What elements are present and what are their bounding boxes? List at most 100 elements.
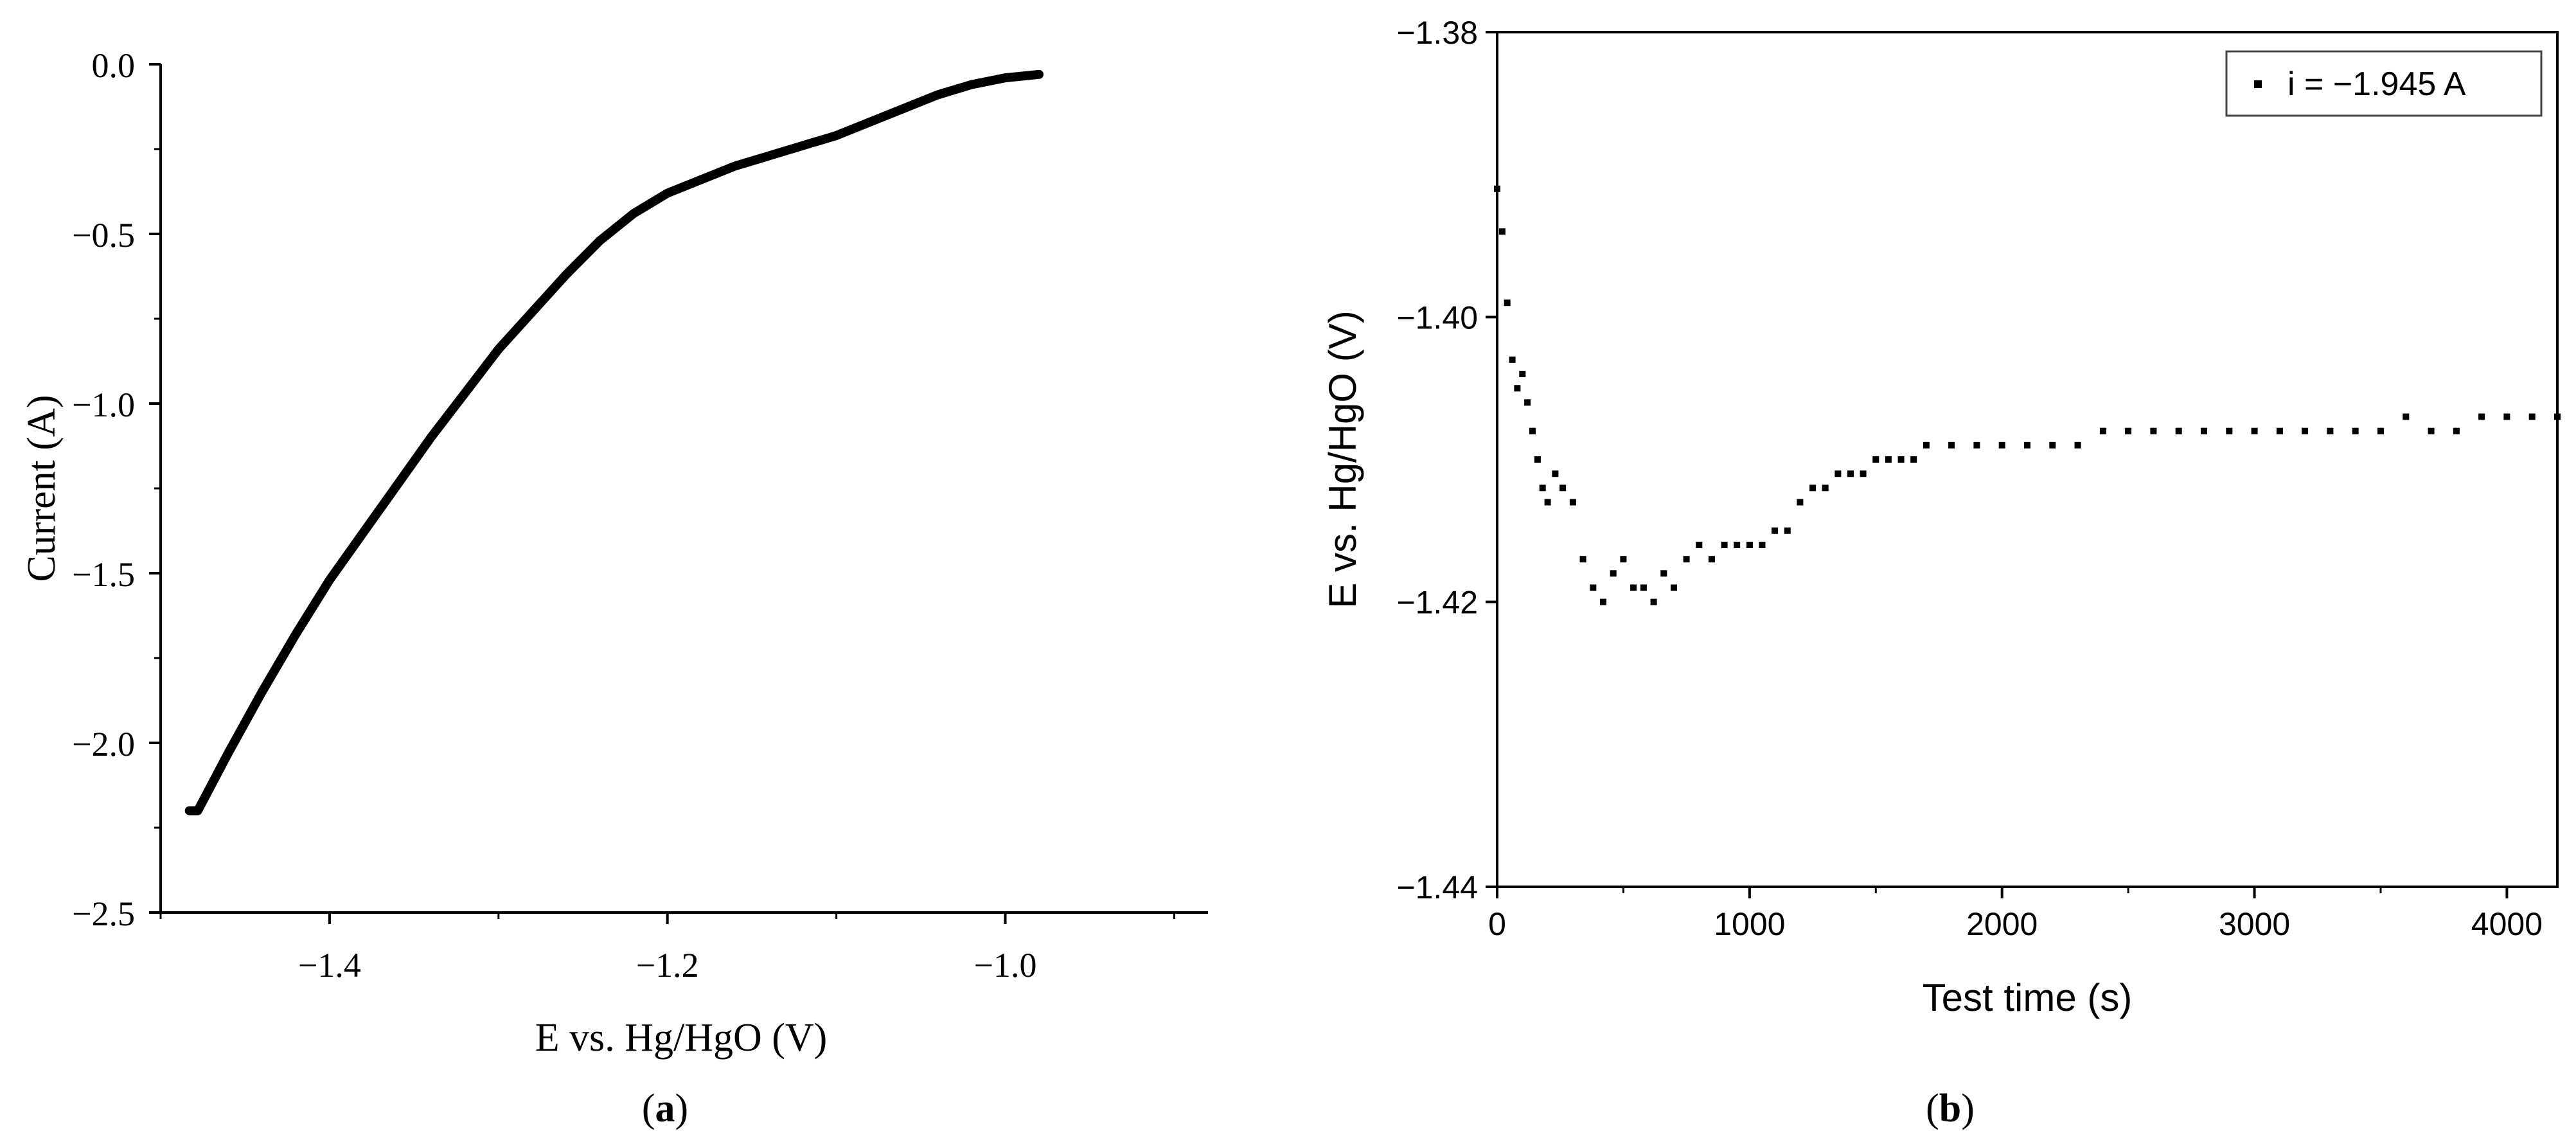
panel-b-legend-entry: i = −1.945 A: [2287, 66, 2466, 103]
panel-b-data-point: [1923, 441, 1930, 449]
panel-b-data-point: [1998, 441, 2005, 449]
panel-b-x-tick-label: 3000: [2219, 906, 2290, 942]
panel-b-data-point: [1822, 485, 1829, 492]
panel-b-data-point: [1683, 556, 1690, 563]
panel-b-data-point: [1973, 441, 1980, 449]
panel-b-data-point: [2302, 427, 2309, 434]
panel-b-data-point: [1524, 399, 1531, 406]
panel-a-y-tick-label: −2.5: [72, 895, 135, 933]
panel-b-data-point: [1529, 427, 1536, 434]
panel-b-data-point: [1784, 527, 1791, 534]
panel-b-data-point: [1734, 542, 1741, 548]
panel-b-data-point: [1579, 556, 1586, 563]
panel-b-legend-box: [2225, 50, 2543, 117]
panel-b-data-point: [2478, 413, 2485, 420]
panel-b-data-point: [2554, 413, 2561, 420]
panel-b-data-point: [1885, 456, 1892, 463]
panel-b-y-axis-label: E vs. Hg/HgO (V): [1321, 310, 1364, 608]
panel-b-data-point: [1910, 456, 1917, 463]
panel-b-data-point: [1539, 485, 1546, 492]
panel-b-data-point: [1660, 570, 1667, 577]
panel-b-data-point: [2327, 427, 2334, 434]
panel-a-caption: (a): [642, 1087, 688, 1130]
panel-b-data-point: [1504, 299, 1511, 307]
panel-a-x-tick-label: −1.2: [636, 946, 699, 984]
panel-b-data-point: [1519, 371, 1526, 377]
panel-b-data-point: [1696, 542, 1703, 548]
panel-b-data-point: [2528, 413, 2536, 420]
panel-b-data-point: [2403, 413, 2410, 420]
panel-b-data-point: [1569, 499, 1576, 506]
panel-b-data-point: [1559, 485, 1567, 492]
panel-b-data-point: [2049, 441, 2056, 449]
panel-b-data-point: [2226, 427, 2233, 434]
panel-b-data-point: [1494, 185, 1500, 192]
panel-b-data-point: [1721, 542, 1728, 548]
panel-a-y-axis-label: Current (A): [20, 395, 64, 582]
panel-b-data-point: [1797, 499, 1804, 506]
panel-b-data-point: [1640, 584, 1647, 591]
panel-b-data-point: [2074, 441, 2081, 449]
panel-b-data-point: [1759, 542, 1766, 548]
panel-b-data-point: [1772, 527, 1779, 534]
panel-b-data-point: [1809, 485, 1817, 492]
panel-b-data-point: [1847, 470, 1854, 477]
panel-a-y-ticks: 0.0 −0.5 −1.0 −1.5 −2.0 −2.5: [72, 46, 161, 933]
panel-b-y-ticks: −1.38 −1.40 −1.42 −1.44: [1396, 15, 1497, 905]
panel-b-y-tick-label: −1.44: [1396, 869, 1478, 905]
panel-b-y-tick-label: −1.42: [1396, 585, 1478, 621]
panel-b-data-point: [1590, 584, 1597, 591]
panel-b-data-point: [1534, 456, 1541, 463]
panel-b-data-point: [2125, 427, 2132, 434]
panel-b-y-tick-label: −1.40: [1396, 299, 1478, 335]
panel-a-x-ticks: −1.4 −1.2 −1.0: [159, 913, 1175, 984]
panel-b-data-point: [1746, 542, 1753, 548]
panel-b-data-point: [2024, 441, 2030, 449]
panel-b-legend-marker: [2254, 80, 2262, 88]
panel-a-x-axis-label: E vs. Hg/HgO (V): [535, 1016, 828, 1060]
panel-b-data-point: [2352, 427, 2359, 434]
panel-b-data-point: [1544, 499, 1551, 506]
panel-b-data-point: [1552, 470, 1559, 477]
panel-b-data-point: [1630, 584, 1637, 591]
panel-a-x-tick-label: −1.4: [298, 946, 361, 984]
panel-b-data-point: [1509, 356, 1516, 363]
panel-b-caption-letter: b: [1939, 1087, 1961, 1130]
panel-a-y-tick-label: 0.0: [92, 46, 136, 85]
panel-b-data-point: [1860, 470, 1867, 477]
panel-a-series-line: [184, 69, 1044, 815]
panel-b-data-point: [2428, 427, 2435, 434]
panel-b-data-point: [2175, 427, 2182, 434]
panel-b-data-point: [1948, 441, 1955, 449]
panel-b-data-point: [1600, 598, 1606, 605]
panel-b-data-point: [1834, 470, 1842, 477]
panel-b-data-point: [2201, 427, 2207, 434]
panel-b-data-point: [1872, 456, 1879, 463]
panel-a-x-tick-label: −1.0: [974, 946, 1037, 984]
panel-b-data-point: [1498, 228, 1506, 235]
panel-a-caption-letter: a: [655, 1087, 675, 1130]
panel-b-x-tick-label: 1000: [1714, 906, 1785, 942]
panel-a-y-tick-label: −2.0: [72, 725, 135, 763]
panel-b-data-point: [2099, 427, 2106, 434]
panel-b-x-ticks: 0 1000 2000 3000 4000: [1488, 887, 2543, 942]
panel-b-chart: −1.38 −1.40 −1.42 −1.44 0 1000 2000 3000 4000 i…: [1321, 15, 2561, 1130]
panel-b-caption: (b): [1926, 1087, 1975, 1130]
panel-b-data-point: [2276, 427, 2283, 434]
panel-a-y-tick-label: −1.0: [72, 386, 135, 424]
panel-b-series-points: [1494, 185, 2561, 605]
panel-b-plot-frame: [1496, 31, 2559, 888]
panel-b-data-point: [1620, 556, 1627, 563]
panel-b-data-point: [1671, 584, 1677, 591]
panel-b-data-point: [1514, 385, 1521, 392]
panel-b-data-point: [2377, 427, 2384, 434]
panel-b-data-point: [1897, 456, 1905, 463]
panel-b-data-point: [2503, 413, 2510, 420]
panel-b-x-axis-label: Test time (s): [1923, 976, 2133, 1019]
panel-b-data-point: [1708, 556, 1715, 563]
panel-b-y-tick-label: −1.38: [1396, 15, 1478, 51]
panel-b-data-point: [2251, 427, 2258, 434]
panel-b-legend: i = −1.945 A: [2225, 50, 2543, 117]
panel-a-chart: 0.0 −0.5 −1.0 −1.5 −2.0 −2.5 −1.4 −1.2 −1.0 E v…: [20, 46, 1208, 1130]
